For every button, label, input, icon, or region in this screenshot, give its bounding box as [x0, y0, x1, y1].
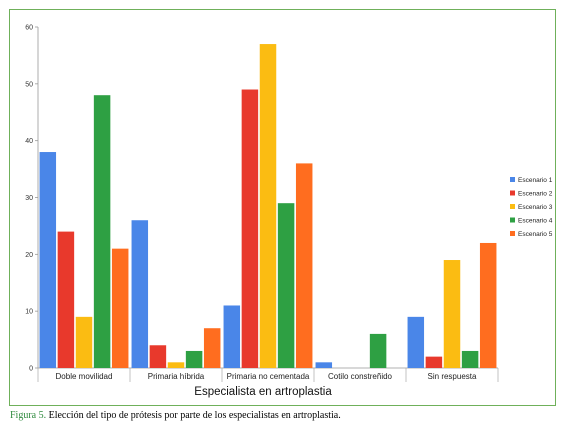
y-tick-label: 40 [25, 138, 33, 145]
y-tick-label: 0 [29, 366, 33, 373]
bar [39, 152, 57, 368]
category-label: Doble movilidad [56, 372, 113, 381]
legend-swatch [510, 204, 515, 209]
bar [295, 163, 313, 368]
legend-label: Escenario 4 [518, 218, 553, 225]
bar [479, 242, 497, 368]
legend-label: Escenario 1 [518, 177, 553, 184]
y-tick-label: 30 [25, 195, 33, 202]
figure-caption: Figura 5. Elección del tipo de prótesis … [10, 410, 560, 421]
legend-label: Escenario 2 [518, 191, 553, 198]
bar [57, 231, 75, 368]
bar [443, 260, 461, 368]
legend-swatch [510, 231, 515, 236]
bar [277, 203, 295, 368]
legend-swatch [510, 190, 515, 196]
category-label: Sin respuesta [428, 372, 477, 381]
category-label: Primaria híbrida [148, 372, 205, 381]
bar [203, 328, 221, 368]
bar [241, 89, 259, 369]
bar-chart: 0 10 20 30 40 50 60 Doble movilidad Primaria híb… [25, 25, 553, 399]
bar [149, 345, 167, 368]
caption-label: Figura 5. [10, 410, 47, 421]
legend-label: Escenario 5 [518, 231, 553, 238]
bar [185, 350, 203, 368]
bar [93, 95, 111, 368]
caption-text: Elección del tipo de prótesis por parte … [46, 410, 341, 421]
bar [259, 44, 277, 369]
bar [369, 333, 387, 368]
legend-swatch [510, 217, 515, 223]
legend-label: Escenario 3 [518, 204, 553, 211]
y-tick-label: 20 [25, 252, 33, 259]
bar [131, 220, 149, 368]
bar [425, 356, 443, 368]
bar [407, 316, 425, 368]
y-tick-label: 60 [25, 25, 33, 32]
y-tick-label: 10 [25, 309, 33, 316]
legend-swatch [510, 177, 515, 182]
bar [461, 350, 479, 368]
y-tick-label: 50 [25, 81, 33, 88]
category-label: Cotilo constreñido [328, 372, 393, 381]
bar [315, 362, 333, 368]
bar [167, 362, 185, 368]
category-label: Primaria no cementada [227, 372, 310, 381]
bar [223, 305, 241, 368]
bar [75, 316, 93, 368]
bar [111, 248, 129, 368]
x-axis-title: Especialista en artroplastia [194, 386, 332, 398]
